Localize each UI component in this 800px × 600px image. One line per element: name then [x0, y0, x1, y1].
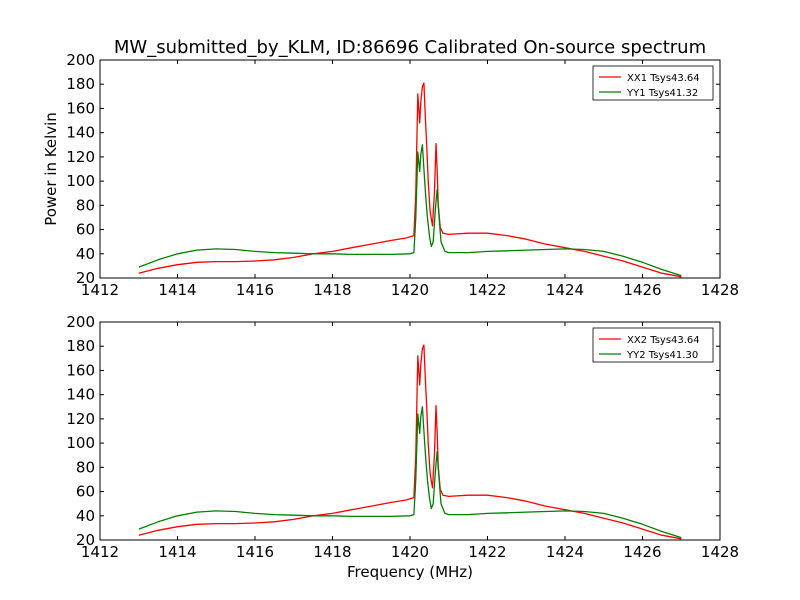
- y-tick-label: 160: [66, 99, 95, 117]
- y-tick-label: 40: [76, 245, 95, 263]
- legend-label: XX2 Tsys43.64: [627, 335, 700, 346]
- x-axis-label: Frequency (MHz): [347, 563, 473, 581]
- x-tick-label: 1412: [81, 281, 119, 299]
- legend-box: [592, 327, 714, 363]
- x-tick-label: 1420: [391, 281, 429, 299]
- x-tick-label: 1424: [546, 281, 584, 299]
- bottom-panel: 1412 1414 1416 1418 1420 1422 1424 1426 1428 20 40…: [66, 313, 739, 581]
- x-tick-label: 1422: [468, 543, 506, 561]
- series-line-xx: [138, 82, 682, 278]
- x-tick-label: 1424: [546, 543, 584, 561]
- y-tick-label: 40: [76, 507, 95, 525]
- y-tick-label: 140: [66, 124, 95, 142]
- figure-title: MW_submitted_by_KLM, ID:86696 Calibrated…: [114, 37, 706, 58]
- x-tick-label: 1416: [236, 543, 274, 561]
- x-tick-label: 1418: [313, 543, 351, 561]
- x-tick-label: 1426: [623, 281, 661, 299]
- y-tick-label: 140: [66, 386, 95, 404]
- y-tick-label: 60: [76, 483, 95, 501]
- y-tick-label: 100: [66, 434, 95, 452]
- y-tick-label: 60: [76, 221, 95, 239]
- y-tick-label: 100: [66, 172, 95, 190]
- series-line-xx: [138, 344, 682, 540]
- legend-label: YY2 Tsys41.30: [626, 350, 698, 361]
- y-tick-label: 120: [66, 148, 95, 166]
- legend-box: [592, 65, 714, 101]
- y-tick-label: 80: [76, 196, 95, 214]
- y-tick-label: 20: [76, 531, 95, 549]
- x-tick-label: 1428: [701, 281, 739, 299]
- y-tick-label: 80: [76, 458, 95, 476]
- y-tick-label: 180: [66, 337, 95, 355]
- x-tick-label: 1420: [391, 543, 429, 561]
- y-tick-label: 120: [66, 410, 95, 428]
- y-tick-label: 180: [66, 75, 95, 93]
- y-tick-label: 20: [76, 269, 95, 287]
- series-line-yy: [138, 144, 682, 277]
- x-tick-label: 1412: [81, 543, 119, 561]
- series-line-yy: [138, 406, 682, 539]
- legend-label: XX1 Tsys43.64: [627, 73, 700, 84]
- x-tick-label: 1416: [236, 281, 274, 299]
- y-tick-label: 200: [66, 51, 95, 69]
- y-tick-label: 200: [66, 313, 95, 331]
- x-tick-label: 1426: [623, 543, 661, 561]
- x-tick-label: 1418: [313, 281, 351, 299]
- y-tick-label: 160: [66, 361, 95, 379]
- x-tick-label: 1414: [158, 543, 196, 561]
- y-axis-label: Power in Kelvin: [42, 112, 60, 226]
- x-tick-label: 1428: [701, 543, 739, 561]
- x-tick-label: 1422: [468, 281, 506, 299]
- legend-label: YY1 Tsys41.32: [626, 88, 698, 99]
- top-panel: 1412 1414 1416 1418 1420 1422 1424 1426 1428 20 40…: [42, 51, 739, 299]
- x-tick-label: 1414: [158, 281, 196, 299]
